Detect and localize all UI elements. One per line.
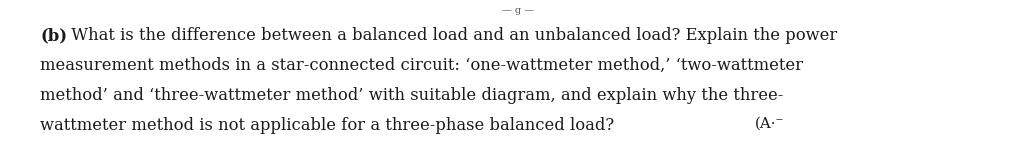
Text: (b): (b) (40, 27, 67, 44)
Text: What is the difference between a balanced load and an unbalanced load? Explain t: What is the difference between a balance… (65, 27, 836, 44)
Text: measurement methods in a star-connected circuit: ‘one-wattmeter method,’ ‘two-wa: measurement methods in a star-connected … (40, 57, 803, 74)
Text: — g —: — g — (502, 6, 533, 15)
Text: wattmeter method is not applicable for a three-phase balanced load?: wattmeter method is not applicable for a… (40, 117, 614, 134)
Text: method’ and ‘three-wattmeter method’ with suitable diagram, and explain why the : method’ and ‘three-wattmeter method’ wit… (40, 87, 783, 104)
Text: (A·⁻: (A·⁻ (755, 117, 785, 131)
